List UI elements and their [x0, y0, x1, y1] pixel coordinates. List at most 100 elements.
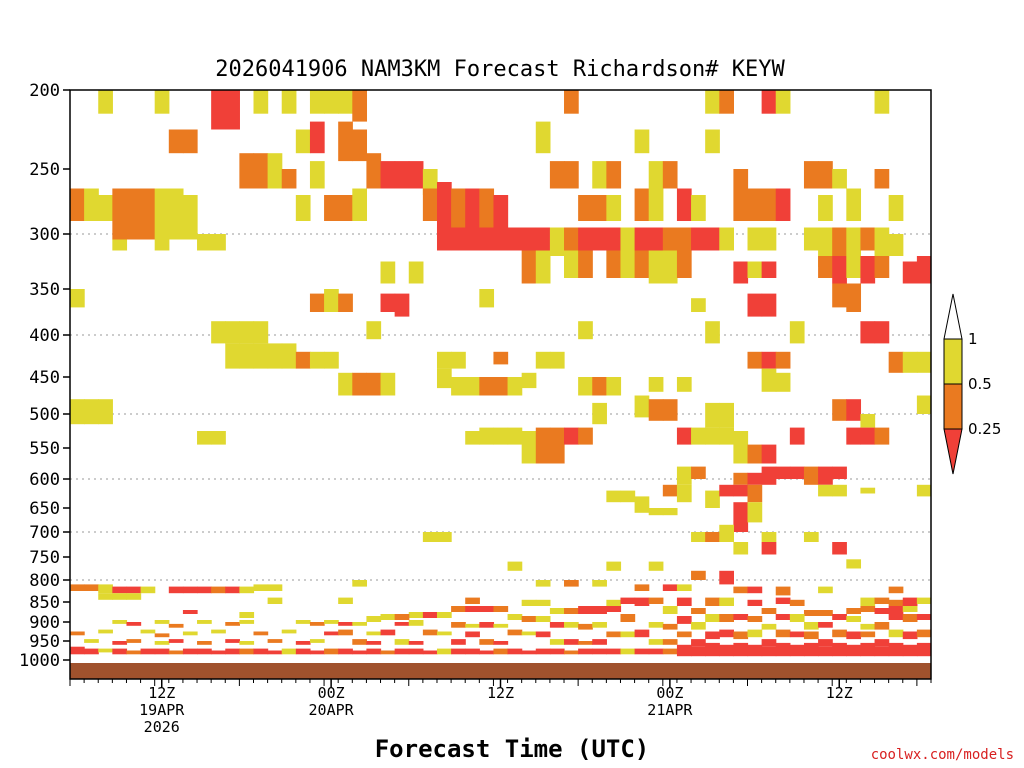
heatmap-cell [564, 427, 579, 445]
heatmap-cell [465, 648, 480, 655]
heatmap-cell [733, 542, 749, 555]
heatmap-cell [818, 256, 833, 278]
heatmap-cell [761, 646, 777, 657]
heatmap-cell [338, 629, 353, 636]
credit-text: coolwx.com/models [871, 747, 1014, 763]
heatmap-cell [691, 532, 706, 542]
heatmap-cell [705, 427, 720, 445]
heatmap-cell [803, 631, 819, 640]
y-tick-label: 550 [29, 439, 60, 459]
heatmap-cell [564, 639, 579, 645]
heatmap-cell [253, 631, 269, 636]
heatmap-cell [535, 616, 551, 622]
heatmap-cell [295, 620, 311, 624]
heatmap-cell [691, 570, 706, 580]
heatmap-cell [662, 508, 678, 516]
heatmap-cell [691, 298, 706, 312]
heatmap-cell [126, 650, 142, 655]
heatmap-cell [338, 648, 353, 655]
legend-orange-box [943, 383, 963, 430]
heatmap-cell [662, 484, 678, 497]
heatmap-cell [761, 623, 777, 630]
heatmap-cell [154, 633, 170, 638]
heatmap-cell [507, 377, 523, 396]
heatmap-cell [408, 612, 424, 618]
heatmap-cell [620, 250, 636, 278]
heatmap-cell [521, 431, 537, 464]
heatmap-cell [676, 227, 692, 251]
heatmap-cell [761, 227, 777, 251]
heatmap-cell [846, 559, 862, 569]
heatmap-cell [606, 250, 622, 278]
heatmap-cell [140, 188, 156, 240]
heatmap-cell [211, 629, 226, 634]
x-tick-label: 20APR [309, 701, 355, 719]
heatmap-cell [874, 646, 890, 657]
heatmap-cell [747, 261, 763, 278]
heatmap-cell [521, 650, 537, 655]
heatmap-cell [578, 377, 593, 396]
heatmap-cell [846, 631, 862, 640]
heatmap-cell [281, 90, 297, 114]
heatmap-cell [168, 639, 184, 643]
heatmap-cell [253, 90, 269, 114]
heatmap-cell [578, 250, 593, 278]
heatmap-cell [705, 129, 720, 154]
heatmap-cell [902, 614, 918, 622]
heatmap-cell [422, 650, 438, 655]
heatmap-cell [592, 622, 607, 628]
x-tick-label: 19APR [139, 701, 185, 719]
heatmap-cell [691, 608, 706, 614]
heatmap-cell [676, 631, 692, 638]
heatmap-cell [451, 377, 466, 396]
heatmap-cell [916, 484, 931, 497]
heatmap-cell [775, 188, 791, 221]
heatmap-cell [549, 622, 565, 628]
heatmap-cell [239, 153, 255, 189]
heatmap-cell [168, 129, 184, 154]
heatmap-cell [902, 351, 918, 373]
heatmap-cell [154, 641, 170, 645]
heatmap-cell [747, 644, 763, 657]
heatmap-cell [620, 614, 636, 622]
heatmap-cell [479, 227, 495, 251]
heatmap-cell [564, 650, 579, 655]
heatmap-cell [860, 487, 876, 494]
heatmap-cell [70, 289, 85, 308]
heatmap-cell [705, 227, 720, 251]
heatmap-cell [634, 250, 650, 278]
heatmap-cell [803, 227, 819, 251]
heatmap-cell [507, 614, 523, 620]
heatmap-cell [126, 622, 142, 626]
heatmap-cell [126, 586, 142, 594]
heatmap-cell [267, 153, 283, 189]
heatmap-cell [606, 195, 622, 221]
heatmap-cell [239, 648, 255, 655]
y-tick-label: 400 [29, 326, 60, 346]
heatmap-cell [874, 597, 890, 604]
heatmap-cell [168, 188, 184, 240]
heatmap-cell [761, 261, 777, 278]
heatmap-cell [860, 623, 876, 630]
heatmap-cell [394, 648, 410, 655]
heatmap-cell [140, 648, 156, 655]
heatmap-cell [338, 622, 353, 626]
heatmap-cell [535, 227, 551, 251]
heatmap-cell [394, 639, 410, 645]
heatmap-cell [564, 622, 579, 628]
heatmap-cell [521, 227, 537, 251]
heatmap-cell [846, 188, 862, 221]
heatmap-cell [874, 427, 890, 445]
heatmap-cell [719, 614, 734, 622]
heatmap-cell [578, 321, 593, 340]
y-tick-label: 500 [29, 405, 60, 425]
heatmap-cell [324, 90, 339, 114]
heatmap-cell [648, 639, 664, 645]
heatmap-cell [676, 250, 692, 278]
heatmap-cell [380, 293, 396, 312]
heatmap-cell [154, 188, 170, 240]
heatmap-cell [874, 169, 890, 189]
heatmap-cell [860, 631, 876, 638]
heatmap-cell [535, 427, 551, 464]
